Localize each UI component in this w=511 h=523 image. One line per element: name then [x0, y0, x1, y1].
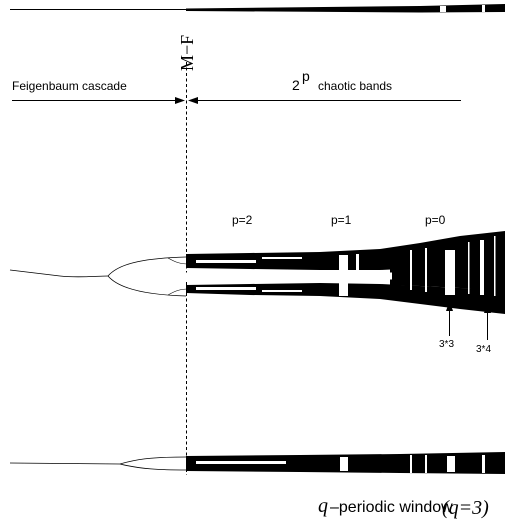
lower-band-gap [196, 287, 256, 290]
chaotic-bands-superscript: p [302, 68, 310, 84]
bottom-fork-lower [119, 463, 187, 471]
p1-label: p=1 [331, 213, 352, 227]
bottom-window-p1 [340, 457, 348, 471]
p0-label: p=0 [425, 213, 446, 227]
lower-band-gap-2 [262, 290, 302, 292]
window-thin-a [410, 250, 412, 290]
upper-inner-fork [167, 257, 189, 265]
top-branch-gap-2 [482, 5, 485, 12]
chaotic-bands-label: chaotic bands [318, 79, 392, 93]
bottom-band-gap [196, 461, 286, 464]
arrow-3x3-head-icon [446, 301, 453, 311]
arrow-3x3-label: 3*3 [439, 339, 454, 350]
bottom-branch [9, 452, 505, 474]
caption-condition: (q=3) [442, 497, 489, 519]
feigenbaum-cascade-label: Feigenbaum cascade [12, 79, 127, 93]
chaotic-bands-base: 2 [292, 77, 300, 93]
top-branch-gap [440, 6, 446, 12]
arrow-3x4-label: 3*4 [476, 344, 491, 355]
window-thin-c [468, 242, 470, 294]
top-branch-band [186, 4, 505, 13]
window-thin-b [425, 248, 427, 292]
bottom-stem [9, 462, 121, 465]
middle-stem-2 [59, 275, 109, 278]
caption-q: q [318, 495, 328, 517]
window-3x4 [480, 240, 484, 295]
window-p1-upper [339, 255, 348, 272]
window-p1-lower [339, 281, 348, 296]
mf-label: M−F [177, 35, 197, 71]
upper-fork [107, 256, 187, 277]
lower-fork [107, 275, 187, 297]
window-3x3 [445, 250, 455, 295]
bottom-fork-upper [119, 456, 187, 465]
lower-inner-fork [167, 288, 189, 296]
middle-branch [9, 231, 505, 314]
window-thin-d [494, 236, 496, 296]
bottom-window-thin-b [425, 455, 427, 473]
bottom-window-thin-a [410, 455, 412, 473]
middle-stem [9, 269, 61, 277]
arrow-3x4-head-icon [484, 303, 491, 313]
bottom-window-3x4 [482, 455, 485, 473]
upper-band-gap [196, 260, 256, 263]
top-branch [10, 4, 505, 13]
cascade-arrowhead-icon [175, 97, 185, 104]
window-p1-thin [356, 254, 359, 270]
bottom-window-3x3 [447, 456, 455, 472]
caption-periodic-window: –periodic window [330, 499, 453, 516]
p2-label: p=2 [232, 213, 253, 227]
upper-band-gap-2 [262, 257, 302, 259]
